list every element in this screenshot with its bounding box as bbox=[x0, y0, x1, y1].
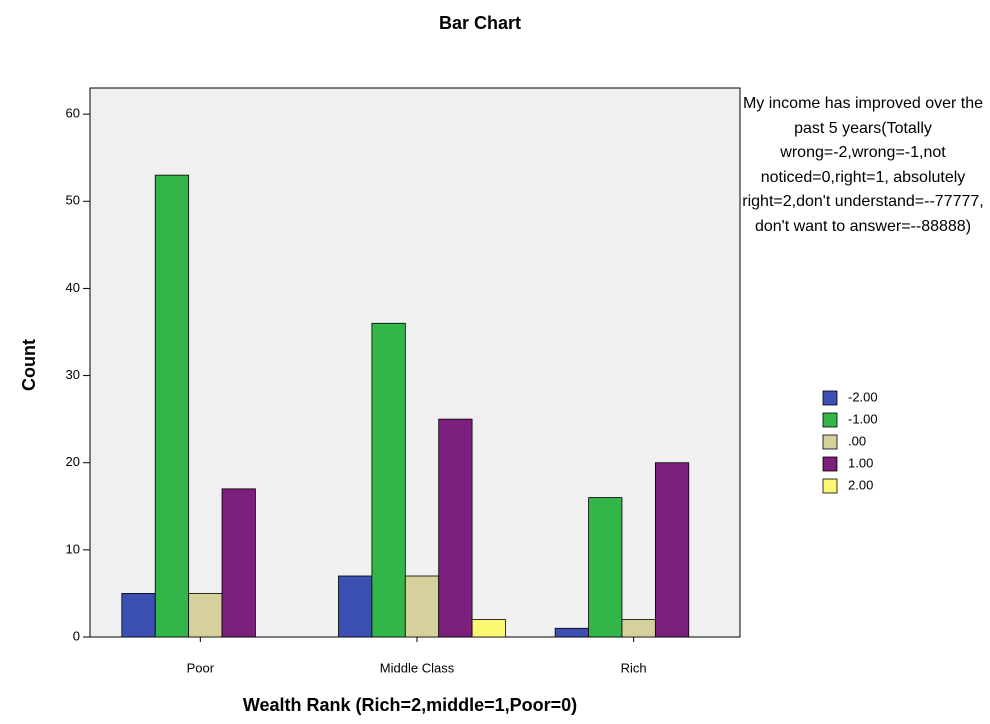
legend-label: .00 bbox=[848, 433, 866, 448]
bar bbox=[438, 418, 473, 638]
bar bbox=[188, 593, 223, 638]
bar bbox=[121, 593, 156, 638]
y-axis-title: Count bbox=[19, 339, 39, 391]
y-tick-label: 60 bbox=[66, 106, 80, 121]
legend-swatch bbox=[822, 456, 838, 472]
plot-area bbox=[89, 87, 741, 638]
legend-label: 2.00 bbox=[848, 477, 873, 492]
x-axis-title: Wealth Rank (Rich=2,middle=1,Poor=0) bbox=[243, 695, 577, 715]
bar bbox=[588, 497, 623, 638]
y-tick-label: 10 bbox=[66, 541, 80, 556]
bar bbox=[554, 627, 589, 638]
bar bbox=[471, 619, 506, 638]
chart-title: Bar Chart bbox=[439, 13, 521, 33]
bar bbox=[154, 174, 190, 638]
y-tick-label: 0 bbox=[73, 628, 80, 643]
legend-swatch bbox=[822, 478, 838, 494]
legend-swatch bbox=[822, 390, 838, 406]
bar bbox=[338, 575, 373, 638]
legend-label: -2.00 bbox=[848, 389, 878, 404]
y-tick-label: 40 bbox=[66, 280, 80, 295]
y-tick-label: 20 bbox=[66, 454, 80, 469]
legend-label: 1.00 bbox=[848, 455, 873, 470]
y-tick-label: 30 bbox=[66, 367, 80, 382]
bar bbox=[221, 488, 256, 638]
bar bbox=[621, 619, 656, 638]
bar bbox=[404, 575, 440, 638]
y-tick-label: 50 bbox=[66, 193, 80, 208]
legend-swatch bbox=[822, 434, 838, 450]
x-tick-label: Middle Class bbox=[380, 660, 455, 675]
legend-swatch bbox=[822, 412, 838, 428]
legend-title: My income has improved over the past 5 y… bbox=[742, 95, 984, 235]
x-tick-label: Poor bbox=[187, 660, 215, 675]
legend-label: -1.00 bbox=[848, 411, 878, 426]
x-tick-label: Rich bbox=[621, 660, 647, 675]
bar bbox=[654, 462, 690, 638]
bar bbox=[371, 322, 406, 638]
